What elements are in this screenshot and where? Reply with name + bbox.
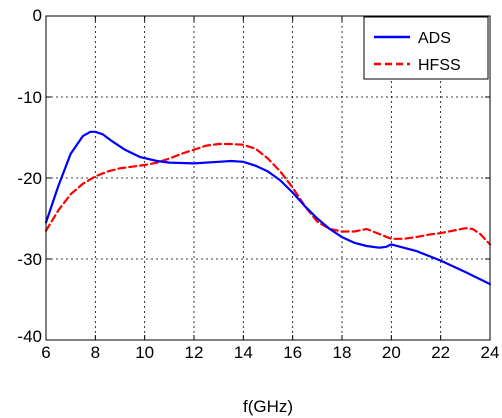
series-layer <box>44 130 492 286</box>
x-tick-label: 24 <box>481 343 500 362</box>
x-axis-title: f(GHz) <box>243 397 293 416</box>
x-tick-label: 22 <box>431 343 450 362</box>
x-tick-label: 10 <box>135 343 154 362</box>
y-tick-label: -40 <box>17 327 42 346</box>
x-tick-label: 20 <box>382 343 401 362</box>
legend-box <box>363 16 489 80</box>
legend-label-hfss: HFSS <box>418 57 461 74</box>
x-tick-label: 12 <box>185 343 204 362</box>
y-tick-label: 0 <box>33 6 42 25</box>
x-tick-label: 14 <box>234 343 253 362</box>
y-tick-label: -20 <box>17 169 42 188</box>
y-tick-labels: 0 -10 -20 -30 -40 <box>17 6 42 346</box>
y-tick-label: -10 <box>17 88 42 107</box>
x-tick-label: 18 <box>333 343 352 362</box>
series-line-hfss <box>44 142 492 246</box>
x-tick-labels: 6 8 10 12 14 16 18 20 22 24 <box>41 343 499 362</box>
legend-label-ads: ADS <box>418 30 451 47</box>
x-tick-label: 16 <box>283 343 302 362</box>
series-line-ads <box>44 130 492 286</box>
y-tick-label: -30 <box>17 250 42 269</box>
x-tick-label: 6 <box>41 343 50 362</box>
legend: ADS HFSS <box>363 16 489 80</box>
grid-lines <box>46 16 490 340</box>
x-tick-label: 8 <box>91 343 100 362</box>
